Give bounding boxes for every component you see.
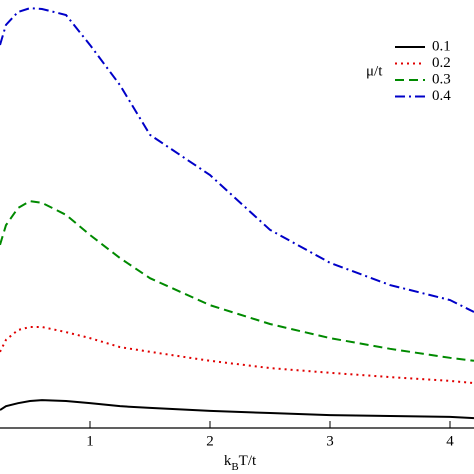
legend-label: 0.2 <box>432 55 451 71</box>
legend-title: μ/t <box>366 63 383 79</box>
series-line <box>0 7 474 313</box>
series-line <box>0 325 474 385</box>
x-axis-label: kBT/t <box>224 453 257 472</box>
x-tick-label: 1 <box>86 433 94 449</box>
legend-box <box>362 36 474 136</box>
series-line <box>0 200 474 362</box>
legend-label: 0.4 <box>432 88 451 104</box>
x-tick-label: 2 <box>206 433 214 449</box>
series-line <box>0 399 474 420</box>
x-tick-label: 4 <box>446 433 454 449</box>
x-tick-label: 3 <box>326 433 334 449</box>
legend-label: 0.1 <box>432 38 451 54</box>
legend-label: 0.3 <box>432 71 451 87</box>
